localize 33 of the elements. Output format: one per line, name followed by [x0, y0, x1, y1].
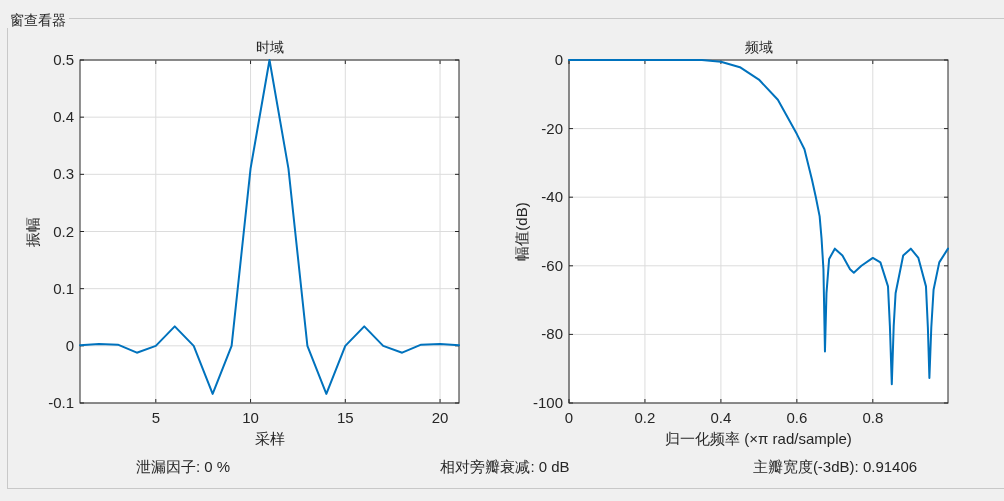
x-tick-label: 5: [151, 409, 160, 426]
x-tick-label: 0.6: [786, 409, 808, 426]
x-tick-label: 15: [336, 409, 354, 426]
y-tick-label: 0: [554, 51, 563, 68]
chart-title: 频域: [744, 39, 773, 55]
y-tick-label: 0.1: [53, 279, 74, 297]
y-tick-label: -60: [541, 256, 563, 274]
y-tick-label: 0.2: [53, 222, 74, 240]
y-tick-label: 0.3: [53, 165, 74, 183]
x-tick-label: 0.4: [710, 409, 732, 426]
x-tick-label: 0: [564, 409, 574, 426]
text: 主瓣宽度(-3dB): 0.91406: [752, 458, 918, 475]
x-tick-label: 10: [242, 409, 259, 426]
text: 泄漏因子: 0 %: [135, 458, 231, 475]
y-tick-label: 0: [65, 336, 74, 354]
y-tick-label: -100: [532, 394, 563, 411]
x-axis-title: 归一化频率 (×π rad/sample): [665, 430, 852, 447]
x-tick-label: 20: [431, 409, 449, 426]
text: 相对旁瓣衰减: 0 dB: [440, 458, 570, 475]
x-tick-label: 0.2: [634, 409, 656, 426]
y-tick-label: -0.1: [48, 394, 74, 411]
y-tick-label: -40: [541, 188, 563, 206]
y-tick-label: 0.4: [53, 108, 74, 126]
y-tick-label: -80: [541, 325, 563, 343]
y-tick-label: -20: [541, 119, 563, 137]
line-series: [79, 59, 460, 395]
x-tick-label: 0.8: [862, 409, 884, 426]
chart-title: 时域: [255, 39, 284, 55]
y-tick-label: 0.5: [53, 51, 74, 68]
y-axis-title: 幅值(dB): [513, 202, 530, 261]
text: 窗查看器: [10, 12, 66, 28]
x-axis-title: 采样: [254, 430, 285, 447]
y-axis-title: 振幅: [24, 216, 41, 247]
